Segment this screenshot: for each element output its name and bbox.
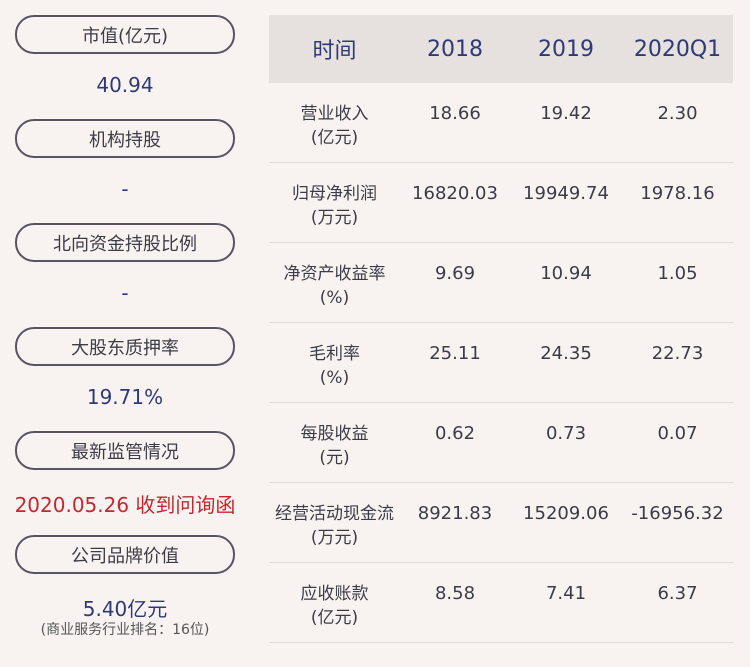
row-label: 归母净利润 (万元) xyxy=(292,184,377,228)
cell-2018: 0.62 xyxy=(434,423,476,444)
left-panel: 市值(亿元) 40.94 机构持股 - 北向资金持股比例 - 大股东质押率 19… xyxy=(0,0,250,667)
brand-value-value: 5.40亿元 xyxy=(82,597,168,621)
row-label: 净资产收益率 (%) xyxy=(283,264,386,308)
cell-2019: 10.94 xyxy=(540,263,592,284)
financial-table: 时间 2018 2019 2020Q1 营业收入 (亿元) 18.66 19.42… xyxy=(269,15,733,643)
cell-2019: 15209.06 xyxy=(523,503,609,524)
cell-2020q1: 1978.16 xyxy=(640,183,715,204)
market-cap-value: 40.94 xyxy=(96,73,154,97)
cell-2020q1: 6.37 xyxy=(657,583,698,604)
market-cap-label: 市值(亿元) xyxy=(15,15,235,54)
pledge-rate-value: 19.71% xyxy=(86,385,164,409)
cell-2019: 19.42 xyxy=(540,103,592,124)
cell-2019: 19949.74 xyxy=(523,183,609,204)
row-label: 毛利率 (%) xyxy=(309,344,360,388)
cell-2019: 24.35 xyxy=(540,343,592,364)
brand-value-label: 公司品牌价值 xyxy=(15,535,235,574)
row-label: 经营活动现金流 (万元) xyxy=(275,504,394,548)
cell-2018: 9.69 xyxy=(434,263,476,284)
table-row: 归母净利润 (万元) 16820.03 19949.74 1978.16 xyxy=(269,163,733,243)
table-row: 经营活动现金流 (万元) 8921.83 15209.06 -16956.32 xyxy=(269,483,733,563)
header-2018: 2018 xyxy=(427,36,483,62)
cell-2018: 8.58 xyxy=(434,583,476,604)
table-row: 每股收益 (元) 0.62 0.73 0.07 xyxy=(269,403,733,483)
row-label: 每股收益 (元) xyxy=(300,424,369,468)
table-row: 毛利率 (%) 25.11 24.35 22.73 xyxy=(269,323,733,403)
cell-2018: 18.66 xyxy=(429,103,481,124)
cell-2020q1: 22.73 xyxy=(651,343,704,364)
table-row: 应收账款 (亿元) 8.58 7.41 6.37 xyxy=(269,563,733,643)
table-header: 时间 2018 2019 2020Q1 xyxy=(269,15,733,83)
cell-2018: 8921.83 xyxy=(417,503,493,524)
northbound-holding-value: - xyxy=(121,281,129,305)
cell-2018: 25.11 xyxy=(429,343,481,364)
brand-rank-note: (商业服务行业排名：16位) xyxy=(40,622,210,638)
header-2019: 2019 xyxy=(538,36,594,62)
cell-2020q1: -16956.32 xyxy=(631,503,724,524)
northbound-holding-label: 北向资金持股比例 xyxy=(15,223,235,262)
header-2020q1: 2020Q1 xyxy=(633,36,722,62)
row-label: 应收账款 (亿元) xyxy=(300,584,369,628)
institutional-holding-value: - xyxy=(121,177,129,201)
pledge-rate-label: 大股东质押率 xyxy=(15,327,235,366)
table-row: 营业收入 (亿元) 18.66 19.42 2.30 xyxy=(269,83,733,163)
institutional-holding-label: 机构持股 xyxy=(15,119,235,158)
cell-2020q1: 2.30 xyxy=(657,103,698,124)
regulatory-status-value: 2020.05.26 收到问询函 xyxy=(14,493,236,517)
cell-2020q1: 1.05 xyxy=(657,263,698,284)
cell-2019: 0.73 xyxy=(545,423,587,444)
regulatory-status-label: 最新监管情况 xyxy=(15,431,235,470)
header-time: 时间 xyxy=(312,39,357,64)
cell-2019: 7.41 xyxy=(545,583,587,604)
row-label: 营业收入 (亿元) xyxy=(300,104,369,148)
table-row: 净资产收益率 (%) 9.69 10.94 1.05 xyxy=(269,243,733,323)
cell-2020q1: 0.07 xyxy=(657,423,698,444)
cell-2018: 16820.03 xyxy=(412,183,498,204)
